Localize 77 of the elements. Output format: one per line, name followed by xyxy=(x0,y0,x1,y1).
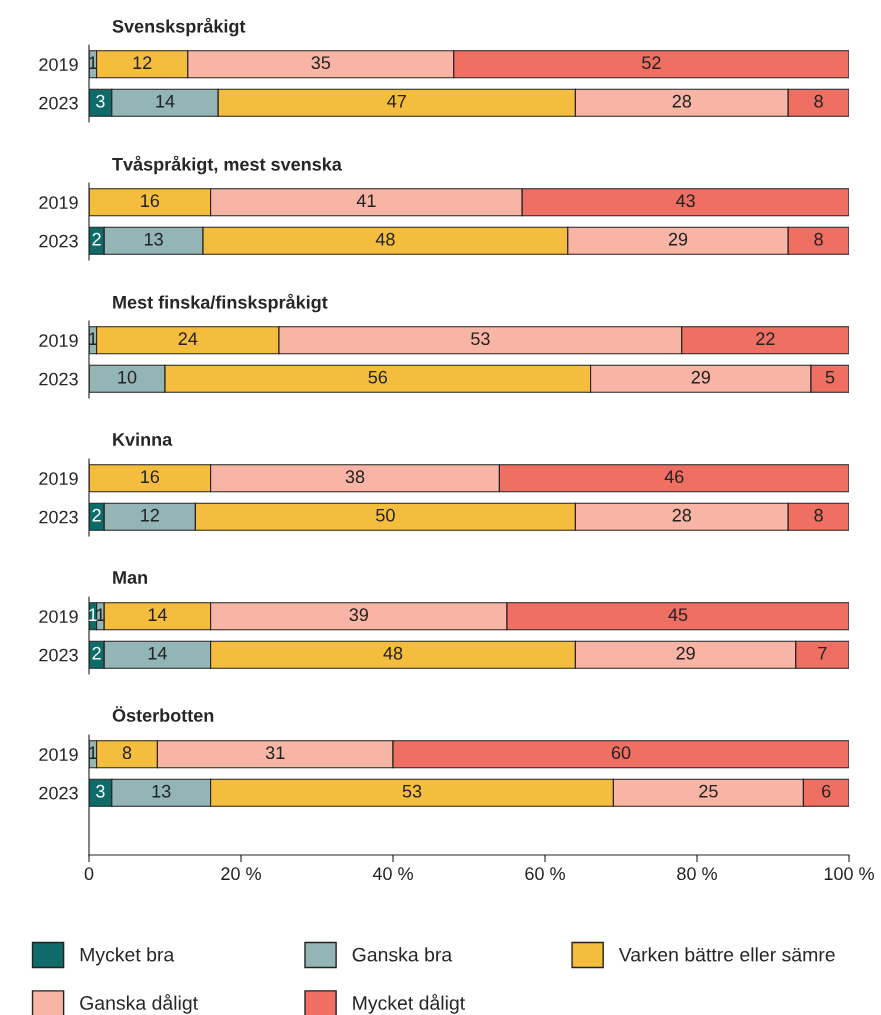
data-label: 46 xyxy=(664,470,684,484)
chart-title: Man xyxy=(113,571,147,584)
x-tick-label: 100 % xyxy=(824,867,874,881)
y-tick-label: 2023 xyxy=(39,234,78,248)
data-label: 31 xyxy=(265,746,285,760)
data-label: 39 xyxy=(349,608,368,622)
data-label: 29 xyxy=(691,370,710,384)
x-tick-label: 0 xyxy=(84,867,94,881)
chart-title: Tvåspråkigt, mest svenska xyxy=(112,155,342,175)
y-tick-label: 2019 xyxy=(39,472,78,485)
legend-label: Mycket dåligt xyxy=(353,994,465,1014)
data-label: 50 xyxy=(376,508,395,522)
data-label: 2 xyxy=(92,508,101,522)
data-label: 35 xyxy=(311,56,331,70)
legend-label: Varken bättre eller sämre xyxy=(618,947,835,962)
data-label: 28 xyxy=(672,94,692,108)
data-label: 53 xyxy=(402,784,422,798)
data-label: 52 xyxy=(642,56,661,70)
legend-label: Mycket bra xyxy=(80,947,175,966)
data-label: 5 xyxy=(825,371,835,384)
legend-label: Ganska bra xyxy=(352,947,453,962)
data-label: 29 xyxy=(676,646,695,660)
y-tick-label: 2023 xyxy=(39,372,78,386)
data-label: 45 xyxy=(668,608,688,622)
y-tick-label: 2023 xyxy=(39,96,78,110)
data-label: 10 xyxy=(118,370,137,384)
data-label: 13 xyxy=(144,232,163,246)
data-label: 16 xyxy=(141,470,160,484)
data-label: 6 xyxy=(822,784,831,798)
data-label: 2 xyxy=(92,646,101,660)
data-label: 14 xyxy=(148,647,167,660)
legend-label: Ganska dåligt xyxy=(80,994,198,1014)
x-tick-label: 80 % xyxy=(677,867,717,881)
data-label: 41 xyxy=(356,194,376,207)
y-tick-label: 2019 xyxy=(39,196,78,209)
chart-title: Kvinna xyxy=(113,432,173,446)
x-tick-label: 20 % xyxy=(221,867,261,881)
data-label: 12 xyxy=(141,508,159,522)
data-label: 47 xyxy=(387,95,406,108)
data-label: 12 xyxy=(133,56,152,69)
x-tick-label: 60 % xyxy=(525,867,565,881)
chart-title: Österbotten xyxy=(112,706,214,722)
data-label: 1 xyxy=(89,608,97,621)
data-label: 14 xyxy=(156,95,175,108)
data-label: 43 xyxy=(675,194,695,208)
chart-title: Svenskspråkigt xyxy=(112,17,246,37)
data-label: 53 xyxy=(471,332,490,346)
data-label: 22 xyxy=(756,332,775,345)
data-label: 16 xyxy=(141,194,160,208)
y-tick-label: 2023 xyxy=(39,648,78,662)
data-label: 56 xyxy=(368,370,388,384)
y-tick-label: 2019 xyxy=(39,610,78,623)
y-tick-label: 2019 xyxy=(39,58,78,71)
data-label: 8 xyxy=(122,746,132,760)
data-label: 29 xyxy=(668,232,688,246)
data-label: 28 xyxy=(672,508,692,522)
data-label: 8 xyxy=(814,94,823,108)
data-label: 2 xyxy=(92,232,101,246)
data-label: 3 xyxy=(96,784,105,798)
y-tick-label: 2023 xyxy=(39,786,78,800)
data-label: 38 xyxy=(345,470,365,484)
data-label: 60 xyxy=(611,746,631,760)
y-tick-label: 2023 xyxy=(39,510,78,524)
y-tick-label: 2019 xyxy=(39,334,78,347)
data-label: 13 xyxy=(152,784,171,798)
data-label: 48 xyxy=(375,232,395,246)
data-label: 7 xyxy=(818,647,827,660)
chart-title: Mest finska/finskspråkigt xyxy=(113,293,328,313)
y-tick-label: 2019 xyxy=(39,748,78,761)
x-tick-label: 40 % xyxy=(372,867,413,881)
data-label: 24 xyxy=(178,332,198,345)
data-label: 8 xyxy=(814,232,823,246)
data-label: 25 xyxy=(699,784,718,798)
data-label: 8 xyxy=(814,508,823,522)
data-label: 14 xyxy=(148,608,167,621)
data-label: 3 xyxy=(96,94,105,108)
data-label: 48 xyxy=(383,646,403,660)
